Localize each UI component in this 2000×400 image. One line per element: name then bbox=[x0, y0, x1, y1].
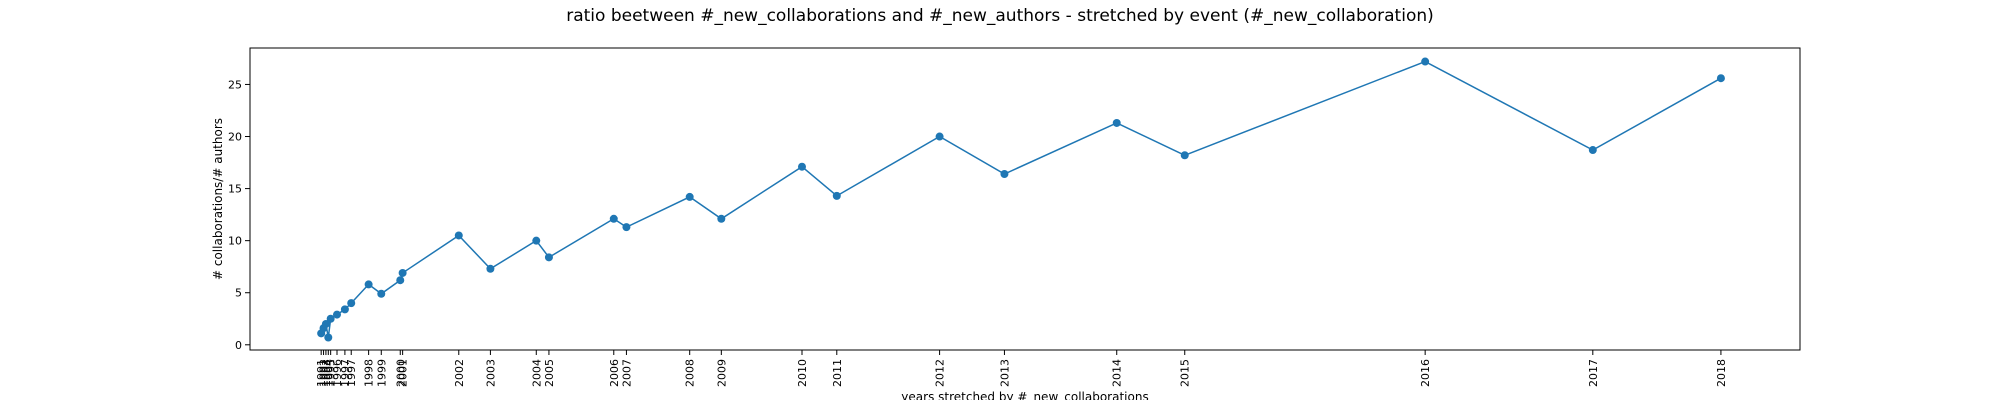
x-tick-label: 1997 bbox=[339, 359, 352, 387]
x-tick-label: 1996 bbox=[331, 359, 344, 387]
x-tick-label: 2006 bbox=[608, 359, 621, 387]
data-point bbox=[377, 289, 386, 298]
data-point bbox=[1000, 170, 1009, 179]
y-axis-label: # collaborations/# authors bbox=[211, 118, 225, 280]
x-tick-label: 2009 bbox=[715, 359, 728, 387]
x-tick-label: 1997 bbox=[345, 359, 358, 387]
data-point bbox=[797, 162, 806, 171]
x-tick-label: 2010 bbox=[796, 359, 809, 387]
x-tick-label: 1991 bbox=[315, 359, 328, 387]
data-point bbox=[935, 132, 944, 141]
x-tick-label: 2008 bbox=[684, 359, 697, 387]
x-tick-label: 1995 bbox=[325, 359, 338, 387]
data-point bbox=[454, 231, 463, 240]
chart-title: ratio beetween #_new_collaborations and … bbox=[566, 6, 1434, 26]
data-point bbox=[326, 314, 335, 323]
data-point bbox=[609, 214, 618, 223]
plot-frame bbox=[249, 47, 1801, 351]
x-tick-label: 2003 bbox=[484, 359, 497, 387]
y-tick-label: 10 bbox=[228, 235, 242, 248]
y-tick-label: 25 bbox=[228, 78, 242, 91]
data-point bbox=[1588, 146, 1597, 155]
data-point bbox=[324, 333, 333, 342]
data-point bbox=[347, 299, 356, 308]
x-tick-label: 2011 bbox=[831, 359, 844, 387]
x-tick-label: 1994 bbox=[322, 359, 335, 387]
x-tick-label: 2017 bbox=[1587, 359, 1600, 387]
data-point bbox=[1716, 74, 1725, 83]
data-point bbox=[396, 276, 405, 285]
y-tick-label: 0 bbox=[235, 339, 242, 352]
y-tick-label: 20 bbox=[228, 131, 242, 144]
x-tick-label: 2015 bbox=[1179, 359, 1192, 387]
x-tick-label: 1998 bbox=[363, 359, 376, 387]
x-tick-label: 2001 bbox=[397, 359, 410, 387]
y-tick-label: 5 bbox=[235, 287, 242, 300]
x-tick-label: 2002 bbox=[453, 359, 466, 387]
data-point bbox=[622, 223, 631, 232]
x-tick-label: 2005 bbox=[543, 359, 556, 387]
x-tick-label: 2016 bbox=[1419, 359, 1432, 387]
data-point bbox=[340, 305, 349, 314]
x-tick-label: 2018 bbox=[1715, 359, 1728, 387]
data-point bbox=[832, 191, 841, 200]
data-point bbox=[486, 264, 495, 273]
x-tick-label: 2004 bbox=[530, 359, 543, 387]
data-point bbox=[1421, 57, 1430, 66]
data-point bbox=[1180, 151, 1189, 160]
x-axis-label: years stretched by #_new_collaborations bbox=[901, 390, 1148, 400]
data-point bbox=[532, 236, 541, 245]
data-point bbox=[544, 253, 553, 262]
x-tick-label: 2000 bbox=[394, 359, 407, 387]
data-point bbox=[364, 280, 373, 289]
x-tick-label: 2014 bbox=[1111, 359, 1124, 387]
data-point bbox=[332, 310, 341, 319]
data-point bbox=[717, 214, 726, 223]
data-point bbox=[1112, 118, 1121, 127]
x-tick-label: 2007 bbox=[620, 359, 633, 387]
x-tick-label: 2012 bbox=[934, 359, 947, 387]
x-tick-label: 1992 bbox=[318, 359, 331, 387]
series-line bbox=[320, 60, 1722, 338]
y-tick-label: 15 bbox=[228, 183, 242, 196]
x-tick-label: 2013 bbox=[998, 359, 1011, 387]
data-point bbox=[398, 268, 407, 277]
x-tick-label: 1999 bbox=[375, 359, 388, 387]
y-axis-ticks: 0 5 10 15 20 25 bbox=[228, 78, 250, 352]
data-point bbox=[685, 192, 694, 201]
series-markers bbox=[317, 57, 1725, 342]
data-point bbox=[321, 319, 330, 328]
x-tick-label: 1993 bbox=[320, 359, 333, 387]
